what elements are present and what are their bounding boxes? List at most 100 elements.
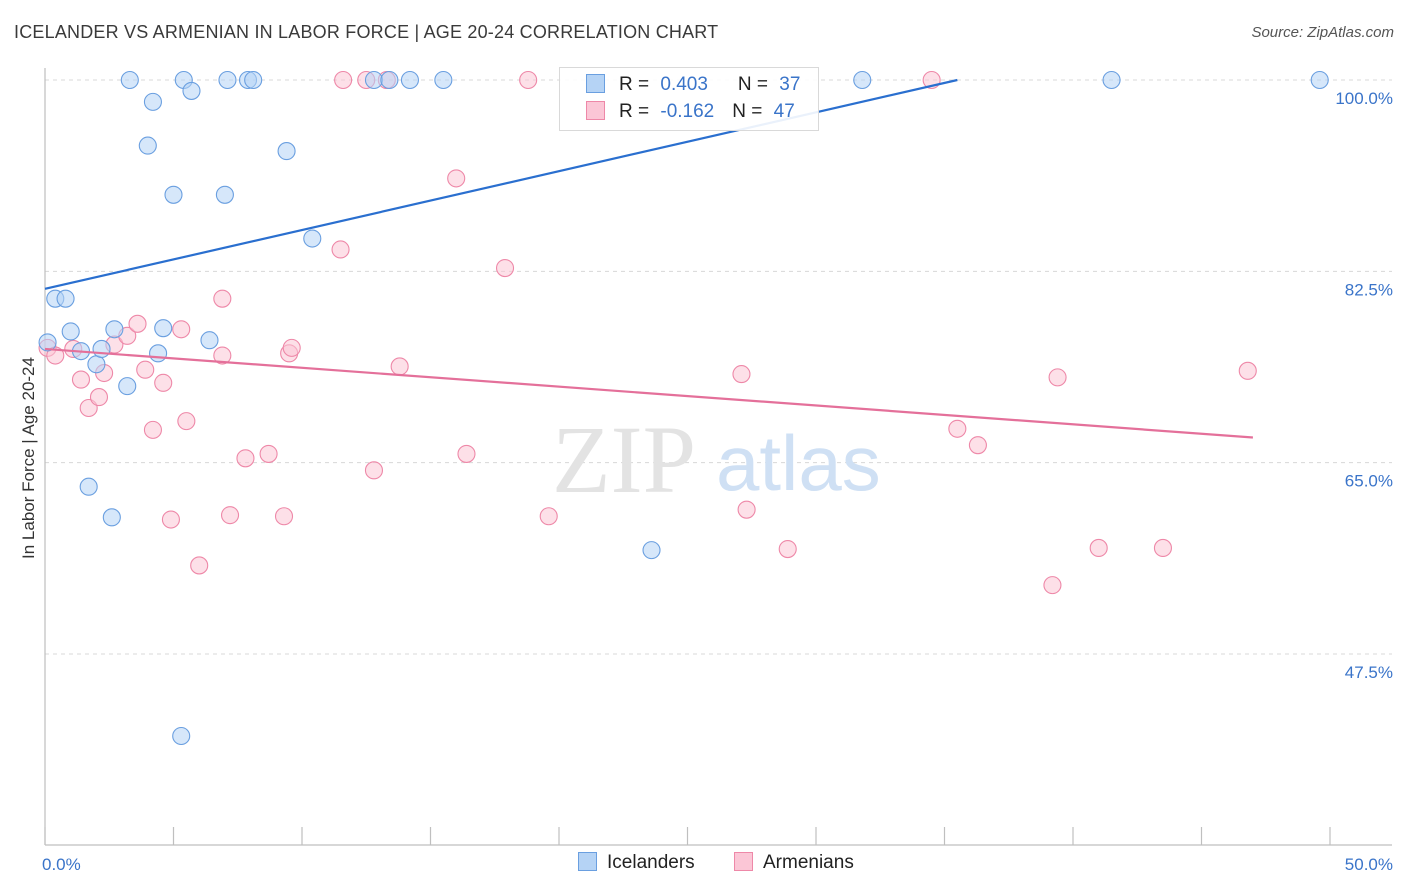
legend-n-label: N =: [732, 101, 768, 122]
legend-r-label: R =: [619, 74, 655, 95]
icelander-point: [149, 344, 168, 363]
armenian-point: [259, 444, 278, 463]
armenian-point: [519, 70, 538, 90]
legend-r-value: -0.162: [660, 101, 715, 122]
icelander-point: [92, 339, 111, 359]
armenian-point: [190, 556, 209, 575]
icelander-point: [120, 70, 139, 90]
armenian-point: [364, 461, 384, 480]
armenian-point: [71, 370, 91, 389]
icelander-point: [1310, 70, 1329, 90]
axes: [44, 68, 1392, 846]
icelander-point: [380, 70, 399, 90]
icelander-point: [61, 322, 80, 341]
watermark: ZIP atlas: [552, 406, 881, 513]
legend-r-value: 0.403: [660, 74, 708, 95]
armenian-point: [177, 412, 196, 431]
tick-labels: 47.5% 65.0% 82.5% 100.0% 0.0% 50.0%: [42, 89, 1393, 874]
armenian-point: [236, 449, 255, 468]
armenian-point: [136, 360, 155, 379]
icelander-point: [215, 185, 234, 204]
armenian-point: [1043, 576, 1062, 595]
icelander-point: [244, 70, 263, 90]
chart-title: ICELANDER VS ARMENIAN IN LABOR FORCE | A…: [14, 22, 719, 42]
icelander-point: [277, 142, 296, 161]
bottom-legend-label-icelanders: Icelanders: [607, 852, 695, 873]
armenian-point: [732, 365, 751, 384]
icelander-point: [138, 136, 157, 155]
source-credit: Source: ZipAtlas.com: [1251, 24, 1394, 41]
icelander-point: [364, 70, 384, 90]
armenian-point: [282, 338, 301, 357]
icelander-point: [1102, 70, 1121, 90]
armenian-point: [447, 169, 466, 188]
armenian-point: [154, 373, 173, 392]
armenian-point: [737, 500, 756, 519]
icelander-point: [79, 477, 98, 496]
icelander-point: [143, 92, 162, 111]
data-points: [38, 70, 1329, 746]
armenian-point: [161, 510, 180, 529]
armenian-point: [220, 506, 240, 525]
icelander-point: [303, 229, 322, 248]
armenian-point: [334, 70, 353, 90]
armenian-point: [331, 240, 350, 259]
y-tick-label: 100.0%: [1335, 89, 1393, 108]
icelander-point: [400, 70, 419, 90]
armenian-point: [213, 289, 232, 308]
y-tick-label: 47.5%: [1345, 663, 1393, 682]
y-tick-label: 82.5%: [1345, 280, 1393, 299]
icelander-point: [434, 70, 453, 90]
icelander-point: [38, 333, 57, 352]
x-tick-label: 0.0%: [42, 855, 81, 874]
icelander-point: [218, 70, 237, 90]
watermark-atlas: atlas: [716, 419, 881, 507]
armenian-point: [778, 539, 797, 559]
x-tick-label: 50.0%: [1345, 855, 1393, 874]
armenian-point: [1153, 538, 1172, 557]
icelander-trend-line: [44, 78, 958, 290]
icelander-point: [105, 320, 124, 339]
armenian-point: [390, 357, 409, 376]
icelander-point: [164, 185, 183, 204]
icelander-point: [182, 81, 201, 100]
legend-swatch-armenians: [586, 101, 605, 120]
icelander-point: [118, 377, 137, 396]
bottom-legend-armenians: Armenians: [734, 852, 854, 874]
y-tick-label: 65.0%: [1345, 472, 1393, 491]
bottom-legend-label-armenians: Armenians: [763, 852, 854, 873]
trend-lines: [44, 78, 1253, 439]
bottom-legend-swatch-icelanders: [578, 852, 597, 871]
armenian-point: [143, 420, 162, 439]
icelander-point: [642, 541, 661, 560]
legend-n-value: 37: [779, 74, 801, 95]
legend-r-label: R =: [619, 101, 655, 122]
grid-lines: [45, 79, 1392, 655]
icelander-point: [172, 726, 191, 746]
armenian-point: [457, 444, 476, 463]
legend-n-value: 47: [773, 101, 795, 122]
armenian-point: [1048, 368, 1067, 387]
legend-row-armenians: R = -0.162 N = 47: [586, 101, 795, 127]
legend-row-icelanders: R = 0.403 N = 37: [586, 74, 800, 100]
icelander-point: [102, 508, 121, 527]
armenian-point: [539, 507, 558, 526]
icelander-point: [853, 70, 872, 90]
armenian-point: [172, 320, 191, 339]
armenian-trend-line: [44, 347, 1253, 439]
armenian-point: [274, 507, 294, 526]
legend-n-label: N =: [737, 74, 774, 95]
armenian-point: [968, 436, 987, 455]
armenian-point: [213, 346, 232, 365]
watermark-zip: ZIP: [552, 406, 696, 513]
correlation-legend: R = 0.403 N = 37 R = -0.162 N = 47: [559, 67, 819, 131]
icelander-point: [56, 289, 75, 308]
armenian-point: [948, 419, 967, 438]
bottom-legend-icelanders: Icelanders: [578, 852, 695, 874]
armenian-point: [128, 314, 147, 333]
icelander-point: [87, 355, 106, 374]
icelander-point: [154, 319, 173, 338]
bottom-legend-swatch-armenians: [734, 852, 753, 871]
y-axis-label: In Labor Force | Age 20-24: [19, 357, 38, 559]
